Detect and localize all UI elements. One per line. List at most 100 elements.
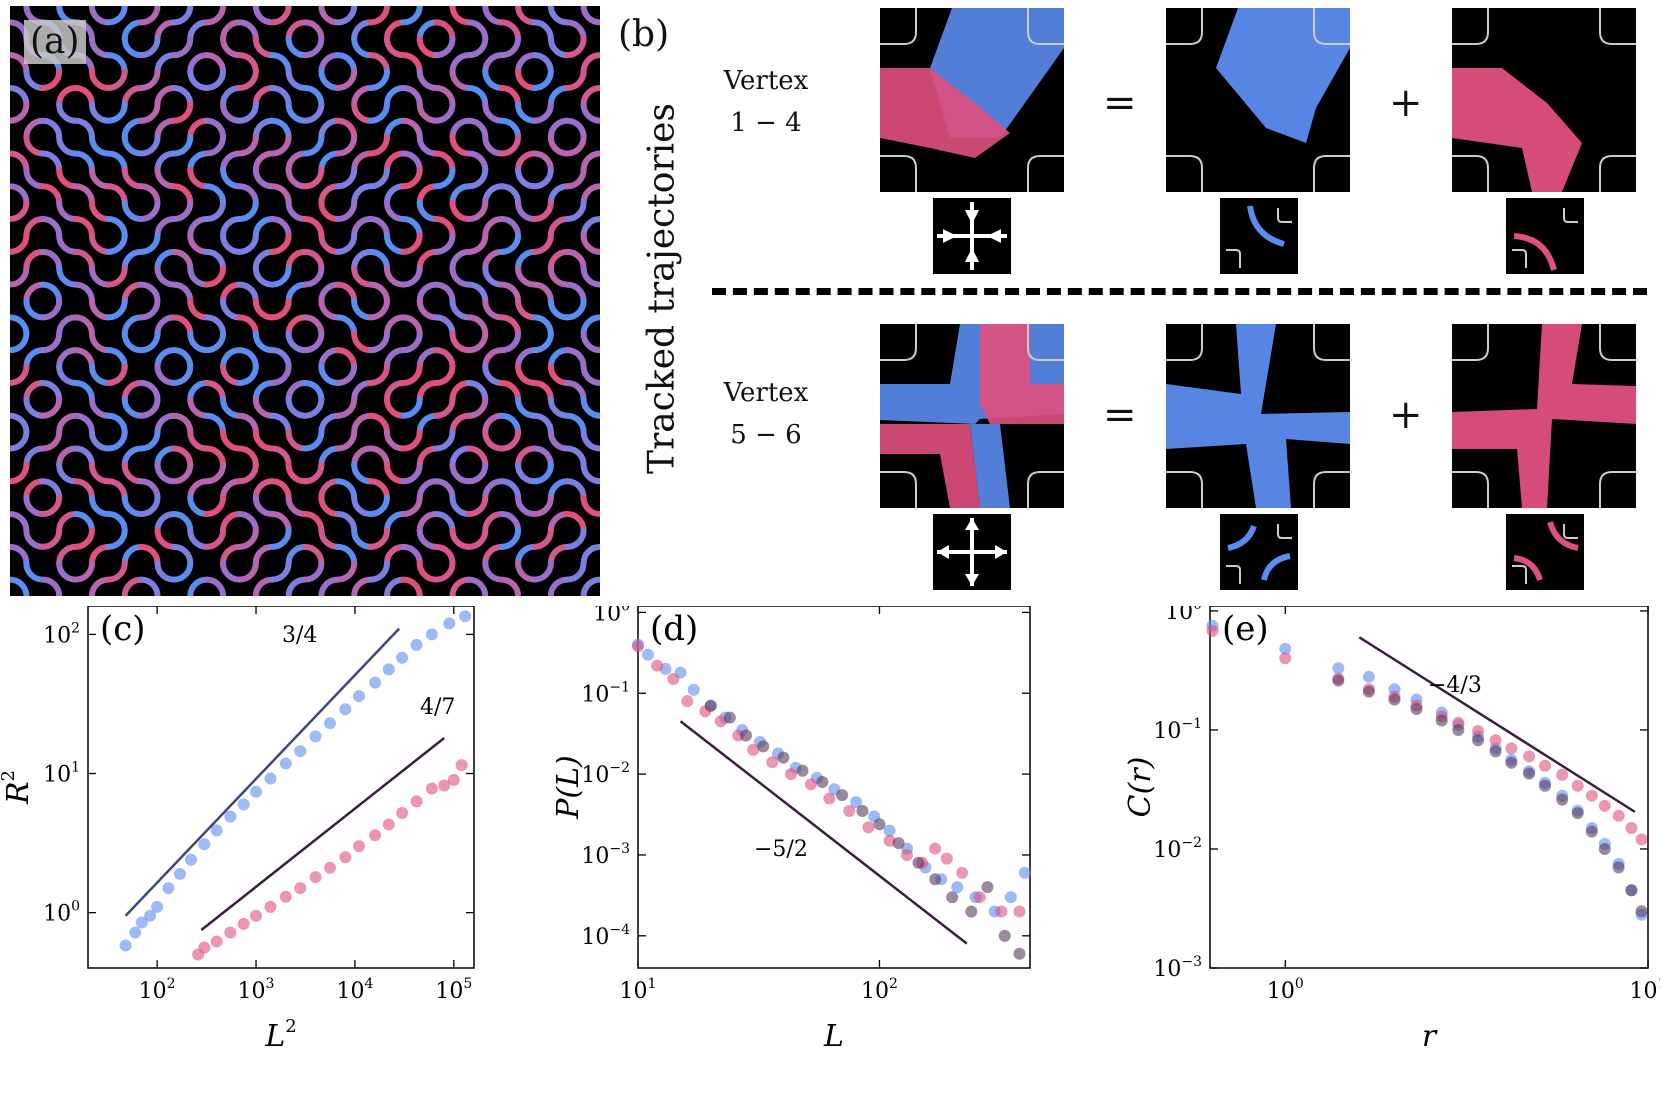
data-point — [1018, 866, 1031, 879]
row2-pink-schematic — [1506, 514, 1584, 590]
loop-segment — [203, 166, 243, 206]
loop-segment — [400, 68, 440, 108]
y-tick-label: 10−4 — [581, 922, 630, 950]
data-point — [1279, 652, 1292, 665]
loop-segment — [564, 527, 600, 567]
loop-segment — [203, 494, 243, 534]
loop-segment — [531, 461, 571, 501]
data-point — [339, 851, 352, 864]
loop-segment — [302, 330, 341, 370]
row1-pink-trajectory — [1452, 8, 1636, 192]
loop-segment — [400, 101, 440, 141]
data-point — [951, 881, 964, 894]
loop-segment — [498, 298, 538, 337]
loop-segment — [269, 232, 308, 272]
loop-segment — [138, 68, 177, 108]
loop-segment — [236, 461, 276, 501]
y-tick-label: 102 — [43, 620, 80, 648]
loop-segment — [334, 330, 374, 370]
data-point — [264, 900, 277, 913]
y-axis-label: C(r) — [1123, 757, 1158, 818]
loop-segment — [302, 134, 341, 173]
x-axis-label: L2 — [264, 1016, 296, 1054]
row2-blue-trajectory — [1166, 324, 1350, 508]
data-point — [929, 873, 942, 886]
loop-segment — [564, 265, 600, 304]
data-point — [1538, 759, 1551, 772]
data-point — [1585, 825, 1598, 838]
loop-segment — [302, 494, 341, 534]
data-point — [1362, 670, 1375, 683]
loop-segment — [203, 199, 243, 239]
row2-plus-sign: + — [1389, 392, 1423, 438]
loop-segment — [367, 68, 407, 108]
data-point — [1489, 745, 1502, 758]
loop-segment — [10, 298, 46, 337]
loop-segment — [10, 330, 46, 370]
loop-segment — [269, 363, 308, 403]
loop-segment — [138, 166, 177, 206]
loop-segment — [236, 134, 276, 173]
loop-segment — [302, 461, 341, 501]
vertex-row1-line2: 1 − 4 — [730, 108, 802, 138]
y-tick-label: 100 — [43, 899, 80, 927]
loop-segment — [39, 199, 79, 239]
data-point — [1612, 809, 1625, 822]
loop-segment — [302, 199, 341, 239]
loop-segment — [498, 363, 538, 403]
loop-segment — [400, 298, 440, 337]
loop-segment — [564, 560, 600, 596]
loop-segment — [465, 461, 505, 501]
vertex-row2-line2: 5 − 6 — [730, 420, 802, 450]
loop-segment — [105, 134, 145, 173]
loop-segment — [498, 560, 538, 596]
data-point — [382, 818, 395, 831]
loop-segment — [465, 527, 505, 567]
scaling-guide-line — [679, 720, 968, 945]
loop-segment — [138, 6, 177, 42]
loop-segment — [367, 199, 407, 239]
loop-segment — [367, 363, 407, 403]
data-point — [410, 795, 423, 808]
loop-segment — [367, 232, 407, 272]
data-point — [382, 663, 395, 676]
loop-segment — [170, 265, 210, 304]
row1-combined-trajectory — [880, 8, 1064, 192]
loop-segment — [400, 166, 440, 206]
loop-segment — [203, 35, 243, 75]
x-axis-label: L — [823, 1019, 844, 1054]
data-point — [135, 916, 148, 929]
loop-segment — [400, 560, 440, 596]
data-point — [224, 926, 237, 939]
data-point — [1523, 750, 1536, 763]
data-point — [224, 810, 237, 823]
loop-segment — [367, 166, 407, 206]
loop-segment — [400, 527, 440, 567]
data-point — [339, 703, 352, 716]
data-point — [704, 699, 717, 712]
data-point — [929, 842, 942, 855]
loop-segment — [302, 68, 341, 108]
loop-segment — [433, 527, 472, 567]
loop-segment — [236, 232, 276, 272]
loop-segment — [302, 560, 341, 596]
loop-segment — [334, 166, 374, 206]
data-point — [250, 785, 263, 798]
loop-segment — [498, 330, 538, 370]
data-point — [1571, 779, 1584, 792]
data-point — [723, 711, 736, 724]
loop-segment — [269, 527, 308, 567]
loop-segment — [531, 199, 571, 239]
loop-segment — [138, 265, 177, 304]
loop-segment — [302, 101, 341, 141]
loop-segment — [39, 101, 79, 141]
data-point — [250, 909, 263, 922]
data-point — [784, 768, 797, 781]
loop-segment — [367, 396, 407, 436]
loop-segment — [105, 494, 145, 534]
loop-segment — [400, 134, 440, 173]
loop-segment — [367, 35, 407, 75]
loop-segment — [10, 363, 46, 403]
x-tick-label: 104 — [336, 976, 373, 1004]
loop-segment — [105, 35, 145, 75]
